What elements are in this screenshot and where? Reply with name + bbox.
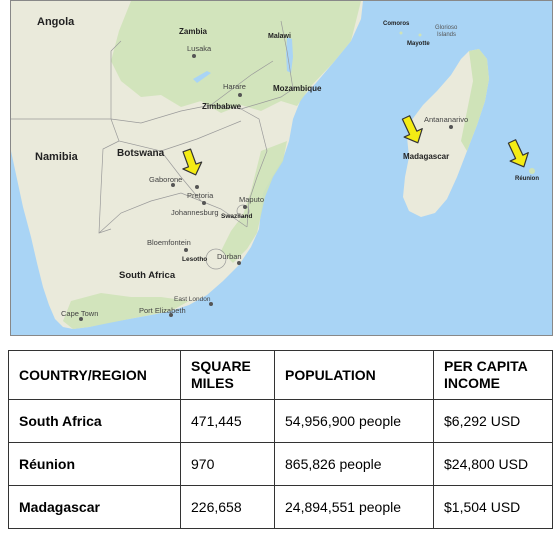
- map: Angola Zambia Malawi Zimbabwe Mozambique…: [10, 0, 553, 336]
- row-population: 54,956,900 people: [274, 399, 434, 443]
- label-islands: Islands: [437, 32, 456, 38]
- label-lesotho: Lesotho: [182, 256, 207, 263]
- row-income: $6,292 USD: [433, 399, 553, 443]
- reunion-island: [529, 168, 535, 174]
- label-mayotte: Mayotte: [407, 41, 430, 47]
- label-durban: Durban: [217, 252, 242, 261]
- label-madagascar: Madagascar: [403, 152, 449, 161]
- label-gaborone: Gaborone: [149, 175, 182, 184]
- label-malawi: Malawi: [268, 33, 291, 40]
- borders: [11, 20, 294, 270]
- label-zambia: Zambia: [179, 27, 208, 36]
- row-square-miles: 226,658: [180, 485, 275, 529]
- mayotte-island: [418, 33, 422, 37]
- lake-kariba: [193, 71, 211, 83]
- row-population: 865,826 people: [274, 442, 434, 486]
- label-johannesburg: Johannesburg: [171, 208, 219, 217]
- label-maputo: Maputo: [239, 195, 264, 204]
- vegetation: [111, 1, 361, 113]
- label-pretoria: Pretoria: [187, 191, 214, 200]
- table-header-row: COUNTRY/REGION SQUARE MILES POPULATION P…: [8, 350, 553, 400]
- label-bloemfontein: Bloemfontein: [147, 238, 191, 247]
- label-port-elizabeth: Port Elizabeth: [139, 306, 186, 315]
- vegetation-south: [63, 293, 189, 329]
- label-comoros: Comoros: [383, 21, 410, 27]
- header-per-capita-income: PER CAPITA INCOME: [433, 350, 553, 400]
- row-square-miles: 471,445: [180, 399, 275, 443]
- label-cape-town: Cape Town: [61, 309, 98, 318]
- label-harare: Harare: [223, 82, 246, 91]
- vegetation-east: [221, 141, 287, 263]
- label-antananarivo: Antananarivo: [424, 115, 468, 124]
- table-row: South Africa 471,445 54,956,900 people $…: [8, 399, 553, 443]
- table-row: Madagascar 226,658 24,894,551 people $1,…: [8, 485, 553, 529]
- label-angola: Angola: [37, 16, 75, 28]
- label-glorioso: Glorioso: [435, 25, 458, 31]
- reunion-arrow: [507, 139, 529, 168]
- label-swaziland: Swaziland: [221, 213, 252, 220]
- madagascar-arrow: [401, 115, 423, 144]
- row-country: South Africa: [8, 399, 181, 443]
- table-row: Réunion 970 865,826 people $24,800 USD: [8, 442, 553, 486]
- header-population: POPULATION: [274, 350, 434, 400]
- row-income: $24,800 USD: [433, 442, 553, 486]
- header-square-miles: SQUARE MILES: [180, 350, 275, 400]
- city-dots: [79, 54, 453, 321]
- madagascar-island: [403, 49, 489, 217]
- label-botswana: Botswana: [117, 148, 165, 159]
- row-income: $1,504 USD: [433, 485, 553, 529]
- data-table: COUNTRY/REGION SQUARE MILES POPULATION P…: [8, 350, 553, 529]
- label-mozambique: Mozambique: [273, 84, 322, 93]
- header-country-region: COUNTRY/REGION: [8, 350, 181, 400]
- pretoria-arrow: [182, 148, 203, 176]
- label-reunion: Réunion: [515, 176, 539, 182]
- row-country: Réunion: [8, 442, 181, 486]
- label-east-london: East London: [174, 296, 211, 303]
- row-country: Madagascar: [8, 485, 181, 529]
- label-south-africa: South Africa: [119, 270, 176, 281]
- row-square-miles: 970: [180, 442, 275, 486]
- label-namibia: Namibia: [35, 151, 79, 163]
- label-lusaka: Lusaka: [187, 44, 212, 53]
- label-zimbabwe: Zimbabwe: [202, 102, 242, 111]
- madagascar-green: [461, 49, 489, 151]
- lake-malawi: [286, 37, 293, 73]
- row-population: 24,894,551 people: [274, 485, 434, 529]
- comoros-island: [399, 31, 403, 35]
